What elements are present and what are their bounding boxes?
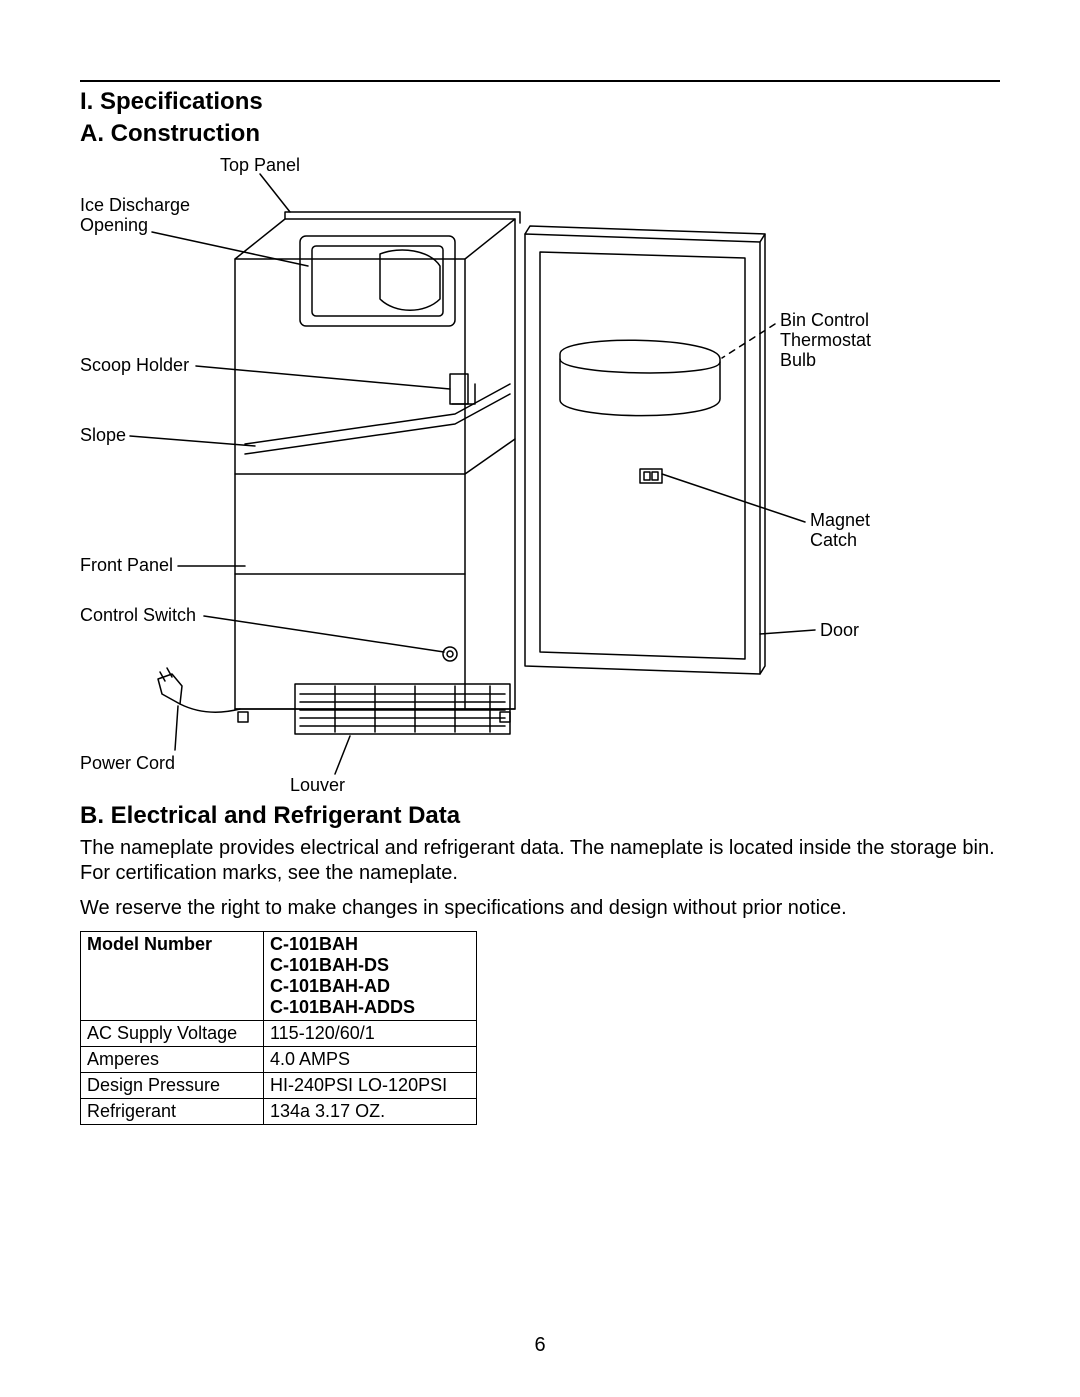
model-2: C-101BAH-AD [270,976,390,996]
th-models: C-101BAH C-101BAH-DS C-101BAH-AD C-101BA… [264,932,477,1021]
spec-table: Model Number C-101BAH C-101BAH-DS C-101B… [80,931,477,1125]
model-1: C-101BAH-DS [270,955,389,975]
subsection-a-heading: A. Construction [80,120,1000,148]
table-row: AC Supply Voltage 115-120/60/1 [81,1021,477,1047]
para-reserve-right: We reserve the right to make changes in … [80,896,1000,921]
spec-value: 4.0 AMPS [264,1047,477,1073]
model-0: C-101BAH [270,934,358,954]
spec-value: HI-240PSI LO-120PSI [264,1073,477,1099]
spec-label: AC Supply Voltage [81,1021,264,1047]
spec-label: Design Pressure [81,1073,264,1099]
table-header-row: Model Number C-101BAH C-101BAH-DS C-101B… [81,932,477,1021]
spec-value: 115-120/60/1 [264,1021,477,1047]
top-rule [80,80,1000,82]
page: I. Specifications A. Construction Top Pa… [0,0,1080,1397]
model-3: C-101BAH-ADDS [270,997,415,1017]
para-nameplate: The nameplate provides electrical and re… [80,836,1000,886]
construction-diagram: Top Panel Ice Discharge Opening Scoop Ho… [80,154,1000,794]
table-row: Design Pressure HI-240PSI LO-120PSI [81,1073,477,1099]
table-row: Refrigerant 134a 3.17 OZ. [81,1099,477,1125]
page-number: 6 [0,1334,1080,1357]
spec-label: Refrigerant [81,1099,264,1125]
table-row: Amperes 4.0 AMPS [81,1047,477,1073]
diagram-svg [80,154,1000,794]
th-model-number: Model Number [81,932,264,1021]
spec-label: Amperes [81,1047,264,1073]
spec-value: 134a 3.17 OZ. [264,1099,477,1125]
section-heading: I. Specifications [80,88,1000,116]
subsection-b-heading: B. Electrical and Refrigerant Data [80,802,1000,830]
